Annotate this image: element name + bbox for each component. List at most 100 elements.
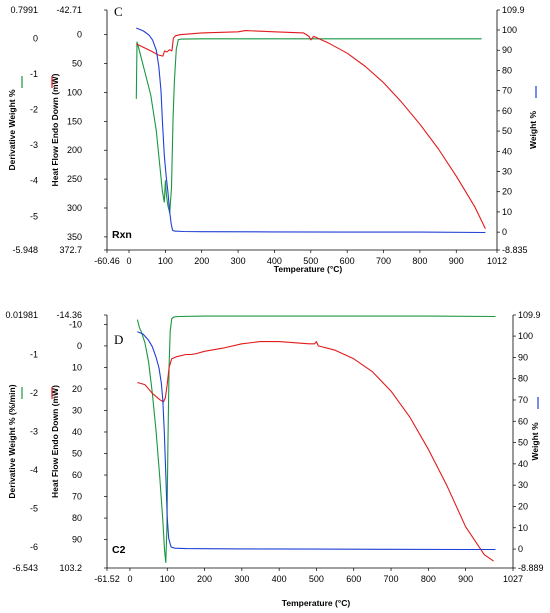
heatflow-tick-label: 30	[72, 405, 82, 415]
x-tick-label: 100	[160, 574, 175, 584]
weight-tick-label: 0	[502, 227, 507, 237]
heatflow-tick-label: 10	[72, 362, 82, 372]
weight-tick-label: 80	[518, 374, 528, 384]
weight-tick-label: 100	[502, 25, 517, 35]
x-tick-label: 600	[340, 256, 355, 266]
x-tick-label: 300	[234, 574, 249, 584]
heatflow-tick-label: 60	[72, 470, 82, 480]
sample-label: Rxn	[112, 229, 132, 241]
weight-tick-label: 109.9	[502, 5, 525, 15]
derivative-tick-label: 0.01981	[5, 310, 38, 320]
weight-tick-label: 50	[502, 126, 512, 136]
x-tick-label: 600	[346, 574, 361, 584]
x-tick-label: 700	[384, 574, 399, 584]
heatflow-axis-title: Heat Flow Endo Down (mW)	[50, 385, 60, 498]
derivative-tick-label: -6	[30, 542, 38, 552]
x-axis-title: Temperature (°C)	[274, 264, 343, 274]
heat-flow-line	[136, 30, 486, 230]
weight-tick-label: 80	[502, 65, 512, 75]
weight-tick-label: 50	[518, 438, 528, 448]
x-tick-label: -60.46	[94, 256, 120, 266]
heatflow-axis-title: Heat Flow Endo Down (mW)	[50, 73, 60, 186]
weight-tick-label: 90	[502, 45, 512, 55]
derivative-tick-label: -2	[30, 388, 38, 398]
derivative-tick-label: -3	[30, 140, 38, 150]
heatflow-tick-label: -42.71	[56, 5, 82, 15]
heatflow-tick-label: 0	[77, 30, 82, 40]
weight-tick-label: 40	[518, 459, 528, 469]
weight-tick-label: -8.889	[518, 563, 544, 573]
weight-tick-label: 20	[518, 501, 528, 511]
heatflow-tick-label: 80	[72, 513, 82, 523]
x-tick-label: 0	[126, 256, 131, 266]
panel-label: D	[114, 332, 123, 347]
weight-tick-label: 100	[518, 331, 533, 341]
weight-line	[136, 27, 486, 234]
weight-tick-label: 60	[502, 106, 512, 116]
derivative-tick-label: -1	[30, 69, 38, 79]
sample-label: C2	[112, 544, 126, 556]
x-tick-label: -61.52	[94, 574, 120, 584]
weight-tick-label: 30	[502, 167, 512, 177]
derivative-tick-label: -4	[30, 465, 38, 475]
x-tick-label: 800	[412, 256, 427, 266]
x-tick-label: 500	[303, 256, 318, 266]
derivative-axis-title: Derivative Weight %	[7, 89, 17, 171]
derivative-tick-label: 0.7991	[10, 5, 38, 15]
heatflow-tick-label: 70	[72, 492, 82, 502]
weight-tick-label: 109.9	[518, 310, 541, 320]
derivative-tick-label: 0	[33, 33, 38, 43]
heatflow-tick-label: 300	[67, 203, 82, 213]
derivative-tick-label: -5.948	[12, 245, 38, 255]
weight-axis-title: Weight %	[530, 422, 540, 461]
heatflow-tick-label: 150	[67, 116, 82, 126]
x-tick-label: 900	[449, 256, 464, 266]
derivative-tick-label: -5	[30, 504, 38, 514]
heatflow-tick-label: 20	[72, 384, 82, 394]
derivative-tick-label: -2	[30, 105, 38, 115]
derivative-tick-label: -6.543	[12, 563, 38, 573]
x-tick-label: 500	[309, 574, 324, 584]
heatflow-tick-label: 50	[72, 59, 82, 69]
heatflow-tick-label: 250	[67, 174, 82, 184]
heatflow-tick-label: 90	[72, 535, 82, 545]
x-tick-label: 100	[158, 256, 173, 266]
panel-label: C	[114, 4, 123, 19]
heatflow-tick-label: 103.2	[59, 563, 82, 573]
heatflow-tick-label: 100	[67, 87, 82, 97]
x-tick-label: 400	[267, 256, 282, 266]
derivative-weight-line	[135, 38, 482, 214]
weight-tick-label: 10	[518, 523, 528, 533]
weight-tick-label: -8.835	[502, 245, 528, 255]
weight-tick-label: 60	[518, 416, 528, 426]
x-tick-label: 800	[421, 574, 436, 584]
heatflow-tick-label: -14.36	[56, 310, 82, 320]
weight-tick-label: 20	[502, 187, 512, 197]
x-tick-label: 700	[376, 256, 391, 266]
x-tick-label: 1012	[487, 256, 507, 266]
derivative-tick-label: -4	[30, 176, 38, 186]
heatflow-tick-label: 200	[67, 145, 82, 155]
derivative-tick-label: -5	[30, 211, 38, 221]
derivative-axis-title: Derivative Weight % (%/min)	[7, 384, 17, 498]
heatflow-tick-label: 50	[72, 449, 82, 459]
weight-tick-label: 10	[502, 207, 512, 217]
x-tick-label: 0	[127, 574, 132, 584]
weight-tick-label: 40	[502, 146, 512, 156]
weight-tick-label: 0	[518, 544, 523, 554]
x-tick-label: 200	[197, 574, 212, 584]
weight-tick-label: 70	[502, 86, 512, 96]
heatflow-tick-label: 350	[67, 232, 82, 242]
x-tick-label: 1027	[503, 574, 523, 584]
heatflow-tick-label: 0	[77, 341, 82, 351]
derivative-weight-line	[136, 315, 496, 564]
weight-tick-label: 30	[518, 480, 528, 490]
heatflow-tick-label: 372.7	[59, 245, 82, 255]
weight-tick-label: 90	[518, 352, 528, 362]
weight-tick-label: 70	[518, 395, 528, 405]
derivative-tick-label: -1	[30, 349, 38, 359]
weight-axis-title: Weight %	[528, 111, 538, 150]
heatflow-tick-label: 40	[72, 427, 82, 437]
x-axis-title: Temperature (°C)	[282, 598, 351, 608]
